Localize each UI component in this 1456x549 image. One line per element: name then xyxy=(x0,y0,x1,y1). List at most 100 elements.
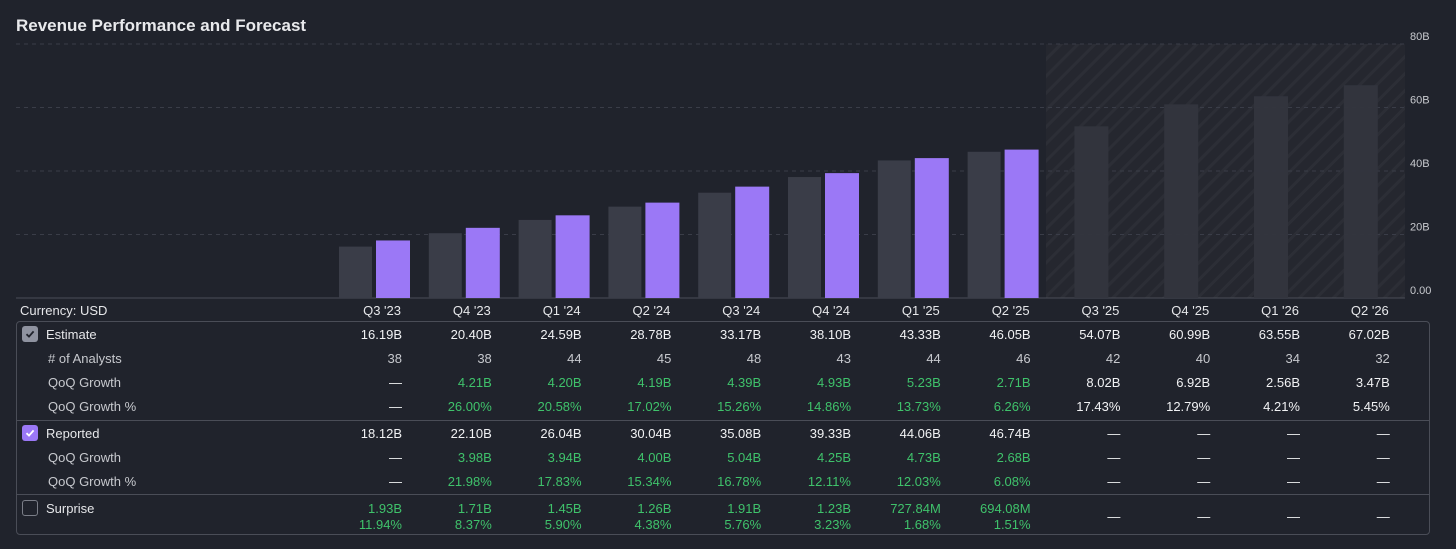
est_qoq-cell: 5.23B xyxy=(906,375,941,390)
rep_qoq-cell: 4.73B xyxy=(906,450,941,465)
reported-cell: — xyxy=(1376,426,1390,441)
est_qoq-cell: 2.71B xyxy=(996,375,1031,390)
rep_qoq-cell: 3.94B xyxy=(547,450,582,465)
reported-checkbox[interactable] xyxy=(22,425,38,441)
rep_qoq-cell: 5.04B xyxy=(727,450,762,465)
rep_qoq-cell: 3.98B xyxy=(457,450,492,465)
surprise-pct: 1.51% xyxy=(993,517,1031,532)
analysts-label: # of Analysts xyxy=(48,351,122,366)
rep_qoq_pct-cell: 17.83% xyxy=(537,474,582,489)
surprise-value: 1.71B xyxy=(457,501,492,516)
reported-bar xyxy=(376,240,410,298)
surprise-pct: 1.68% xyxy=(903,517,941,532)
reported-bar xyxy=(465,227,500,298)
estimate-qoq-pct-label: QoQ Growth % xyxy=(48,399,137,414)
rep_qoq_pct-cell: 6.08% xyxy=(993,474,1031,489)
estimate-bar xyxy=(518,219,552,298)
quarter-label: Q3 '24 xyxy=(722,303,761,318)
est_qoq_pct-cell: 6.26% xyxy=(993,399,1031,414)
est_qoq_pct-cell: 17.02% xyxy=(627,399,672,414)
check-icon xyxy=(25,429,35,437)
rep_qoq-cell: — xyxy=(1376,450,1390,465)
reported-bar xyxy=(645,202,680,298)
surprise-pct: 8.37% xyxy=(454,517,492,532)
estimate-bar xyxy=(788,177,821,298)
forecast-estimate-bar xyxy=(1074,126,1109,298)
quarter-label: Q4 '23 xyxy=(452,303,491,318)
reported-label: Reported xyxy=(46,426,100,441)
reported-row: Reported 18.12B 22.10B 26.04B 30.04B 35.08B 3… xyxy=(17,421,1429,445)
surprise-pct: 3.23% xyxy=(814,517,851,532)
y-tick-label: 80B xyxy=(1410,31,1430,43)
quarter-label: Q1 '26 xyxy=(1261,303,1299,318)
analysts-cell: 44 xyxy=(926,351,941,366)
divider xyxy=(17,494,1429,495)
estimate-cell: 38.10B xyxy=(809,327,851,342)
estimate-row: Estimate 16.19B 20.40B 24.59B 28.78B 33.17B 3… xyxy=(17,322,1429,346)
rep_qoq_pct-cell: — xyxy=(1376,474,1390,489)
reported-cell: 26.04B xyxy=(540,426,582,441)
estimate-bar xyxy=(698,192,732,298)
rep_qoq-cell: — xyxy=(389,450,402,465)
reported-bar xyxy=(555,215,590,298)
analysts-cell: 38 xyxy=(477,351,492,366)
rep_qoq_pct-cell: 12.03% xyxy=(896,474,941,489)
reported-bar xyxy=(735,186,770,298)
divider xyxy=(17,420,1429,421)
surprise-checkbox[interactable] xyxy=(22,500,38,516)
est_qoq_pct-cell: 13.73% xyxy=(896,399,941,414)
reported-bar xyxy=(825,173,859,298)
estimate-cell: 63.55B xyxy=(1258,327,1300,342)
surprise-pct: 5.90% xyxy=(544,517,582,532)
est_qoq-cell: 8.02B xyxy=(1086,375,1121,390)
reported-bar xyxy=(1004,149,1039,298)
surprise-label: Surprise xyxy=(46,501,95,516)
est_qoq-cell: 4.20B xyxy=(547,375,582,390)
estimate-cell: 33.17B xyxy=(719,327,762,342)
estimate-cell: 60.99B xyxy=(1168,327,1211,342)
quarter-label: Q4 '25 xyxy=(1171,303,1210,318)
estimate-bar xyxy=(967,151,1001,298)
quarter-label: Q2 '26 xyxy=(1350,303,1389,318)
estimate-qoq-row: QoQ Growth — 4.21B 4.20B 4.19B 4.39B 4.93B 5.2… xyxy=(17,370,1429,394)
quarter-label: Q2 '24 xyxy=(632,303,671,318)
rep_qoq-cell: — xyxy=(1107,450,1121,465)
rep_qoq-cell: 4.00B xyxy=(637,450,672,465)
estimate-checkbox[interactable] xyxy=(22,326,38,342)
rep_qoq-cell: — xyxy=(1197,450,1211,465)
chart-title: Revenue Performance and Forecast xyxy=(16,16,307,35)
surprise-value: 1.23B xyxy=(817,501,851,516)
rep_qoq_pct-cell: — xyxy=(1107,474,1121,489)
reported-qoq-row: QoQ Growth — 3.98B 3.94B 4.00B 5.04B 4.25B 4.7… xyxy=(17,445,1429,469)
analysts-cell: 45 xyxy=(656,351,672,366)
estimate-bar xyxy=(608,206,642,298)
est_qoq-cell: 4.39B xyxy=(727,375,762,390)
est_qoq-cell: 4.93B xyxy=(817,375,851,390)
est_qoq-cell: 6.92B xyxy=(1176,375,1211,390)
rep_qoq_pct-cell: 15.34% xyxy=(627,474,672,489)
surprise-value: 727.84M xyxy=(890,501,941,516)
quarter-label: Q2 '25 xyxy=(991,303,1030,318)
rep_qoq-cell: 2.68B xyxy=(996,450,1031,465)
est_qoq_pct-cell: 26.00% xyxy=(447,399,492,414)
reported-cell: 30.04B xyxy=(630,426,672,441)
surprise-value: 694.08M xyxy=(980,501,1031,516)
quarter-label: Q3 '23 xyxy=(363,303,401,318)
revenue-bar-chart: 0.00 20B 40B 60B 80B xyxy=(16,31,1431,299)
analysts-cell: 42 xyxy=(1105,351,1121,366)
y-tick-label: 0.00 xyxy=(1410,285,1431,297)
est_qoq_pct-cell: 12.79% xyxy=(1166,399,1211,414)
surprise-row: Surprise 1.93B 11.94% 1.71B 8.37% 1.45B 5.90%… xyxy=(17,496,1429,536)
reported-qoq-pct-row: QoQ Growth % — 21.98% 17.83% 15.34% 16.78% 12… xyxy=(17,469,1429,493)
reported-cell: — xyxy=(1107,426,1121,441)
reported-cell: — xyxy=(1197,426,1211,441)
estimate-cell: 16.19B xyxy=(360,327,402,342)
est_qoq_pct-cell: 14.86% xyxy=(806,399,851,414)
est_qoq_pct-cell: 15.26% xyxy=(717,399,762,414)
estimate-cell: 20.40B xyxy=(450,327,492,342)
estimate-qoq-pct-row: QoQ Growth % — 26.00% 20.58% 17.02% 15.26% 14… xyxy=(17,394,1429,418)
reported-cell: — xyxy=(1287,426,1300,441)
quarter-label: Q4 '24 xyxy=(812,303,850,318)
analysts-cell: 48 xyxy=(746,351,762,366)
rep_qoq_pct-cell: 16.78% xyxy=(717,474,762,489)
